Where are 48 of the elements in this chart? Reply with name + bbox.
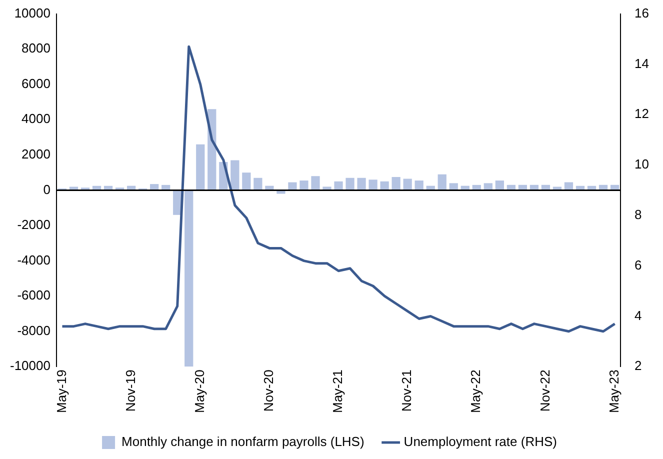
y2-tick-label: 16: [634, 5, 650, 20]
bar: [346, 178, 354, 190]
y-tick-label: -6000: [17, 288, 50, 303]
bar: [403, 178, 412, 190]
y-tick-label: 2000: [22, 146, 50, 162]
y-tick-label: 10000: [14, 5, 50, 20]
y-tick-label: -4000: [17, 252, 50, 268]
y-tick-label: 8000: [22, 40, 50, 56]
y-tick-label: -10000: [10, 358, 50, 374]
legend-label: Monthly change in nonfarm payrolls (LHS): [122, 434, 364, 450]
x-tick-label: May-19: [54, 370, 69, 414]
y2-tick-label: 2: [634, 358, 642, 374]
bar: [300, 180, 308, 190]
bar: [311, 176, 320, 190]
bar: [334, 181, 343, 190]
x-tick-label: May-22: [468, 370, 484, 414]
x-tick-label: Nov-19: [122, 370, 138, 412]
y2-tick-label: 6: [634, 257, 642, 272]
bar: [254, 178, 262, 190]
bar: [392, 176, 400, 190]
x-tick-label: Nov-21: [399, 370, 414, 412]
y2-tick-label: 12: [634, 106, 650, 122]
bar: [288, 182, 297, 190]
bar: [242, 172, 251, 190]
y2-tick-label: 4: [634, 308, 642, 323]
y2-tick-label: 14: [634, 56, 650, 71]
legend-label: Unemployment rate (RHS): [404, 434, 557, 450]
x-tick-label: Nov-22: [537, 370, 552, 412]
x-tick-label: May-20: [192, 370, 207, 414]
bar: [196, 144, 205, 190]
y-tick-label: 6000: [22, 76, 50, 91]
x-tick-label: May-21: [330, 370, 346, 414]
bar: [414, 180, 424, 190]
x-tick-label: Nov-20: [261, 370, 276, 412]
bar: [357, 178, 366, 190]
x-tick-label: May-23: [606, 370, 622, 414]
y2-tick-label: 10: [634, 156, 650, 172]
bar: [184, 190, 194, 367]
bar: [380, 181, 389, 190]
y-tick-label: 0: [43, 182, 50, 197]
bar: [495, 180, 504, 190]
y-tick-label: 4000: [22, 111, 50, 126]
bar: [230, 160, 240, 190]
y2-tick-label: 8: [634, 207, 642, 222]
y-tick-label: -8000: [17, 322, 50, 338]
y-tick-label: -2000: [17, 217, 50, 232]
bar: [368, 180, 378, 190]
bar: [438, 174, 446, 190]
